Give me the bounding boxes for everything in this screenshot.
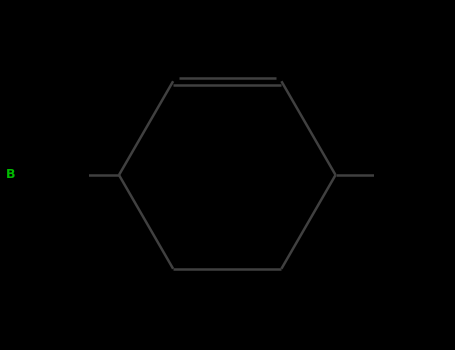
Text: B: B bbox=[6, 168, 15, 182]
